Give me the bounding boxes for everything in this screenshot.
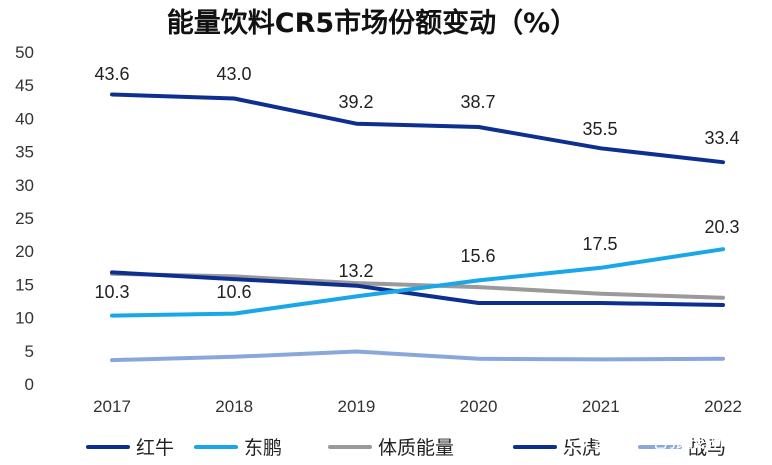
x-axis: 2017 2018 2019 2020 2021 2022 <box>93 397 742 416</box>
data-label-hongniu: 39.2 <box>338 92 373 112</box>
series-line-tizhinengliang <box>110 271 725 300</box>
series-line-zhanma <box>110 349 725 363</box>
data-label-dongpeng: 10.6 <box>216 282 251 302</box>
data-label-dongpeng: 15.6 <box>460 246 495 266</box>
y-tick-label: 35 <box>15 143 34 162</box>
legend-label-hongniu: 红牛 <box>136 437 174 459</box>
chart-title: 能量饮料CR5市场份额变动（%） <box>167 7 577 39</box>
x-tick-label: 2020 <box>460 397 498 416</box>
y-tick-label: 30 <box>15 176 34 195</box>
data-label-dongpeng: 20.3 <box>704 217 739 237</box>
watermark-logo-icon <box>568 430 588 450</box>
data-label-hongniu: 38.7 <box>460 92 495 112</box>
data-label-dongpeng: 13.2 <box>338 261 373 281</box>
legend-label-tizhinengliang: 体质能量 <box>378 437 454 459</box>
y-axis: 0 5 10 15 20 25 30 35 40 45 50 <box>15 43 34 394</box>
x-tick-label: 2018 <box>215 397 253 416</box>
data-label-hongniu: 43.6 <box>94 64 129 84</box>
series-line-dongpeng <box>110 247 725 318</box>
x-tick-label: 2022 <box>704 397 742 416</box>
watermark: 雪球：老张投研 <box>568 430 725 452</box>
y-tick-label: 20 <box>15 242 34 261</box>
y-tick-label: 10 <box>15 309 34 328</box>
data-label-hongniu: 35.5 <box>582 119 617 139</box>
y-tick-label: 45 <box>15 76 34 95</box>
legend-label-dongpeng: 东鹏 <box>244 437 282 459</box>
series-group <box>110 92 725 363</box>
data-label-dongpeng: 17.5 <box>582 234 617 254</box>
x-tick-label: 2019 <box>337 397 375 416</box>
x-tick-label: 2017 <box>93 397 131 416</box>
y-tick-label: 50 <box>15 43 34 62</box>
x-tick-label: 2021 <box>582 397 620 416</box>
y-tick-label: 5 <box>25 342 34 361</box>
series-line-hongniu <box>110 92 725 165</box>
data-labels: 43.6 43.0 39.2 38.7 35.5 33.4 10.3 10.6 13.2 15.6… <box>94 64 739 302</box>
data-label-dongpeng: 10.3 <box>94 282 129 302</box>
legend-label-zhanma: 战马 <box>688 437 726 459</box>
data-label-hongniu: 43.0 <box>216 64 251 84</box>
data-label-hongniu: 33.4 <box>704 128 739 148</box>
y-tick-label: 15 <box>15 275 34 294</box>
y-tick-label: 40 <box>15 109 34 128</box>
y-tick-label: 25 <box>15 209 34 228</box>
series-line-lehu <box>110 270 725 307</box>
y-tick-label: 0 <box>25 375 34 394</box>
watermark-text: 雪球：老张投研 <box>592 430 725 452</box>
